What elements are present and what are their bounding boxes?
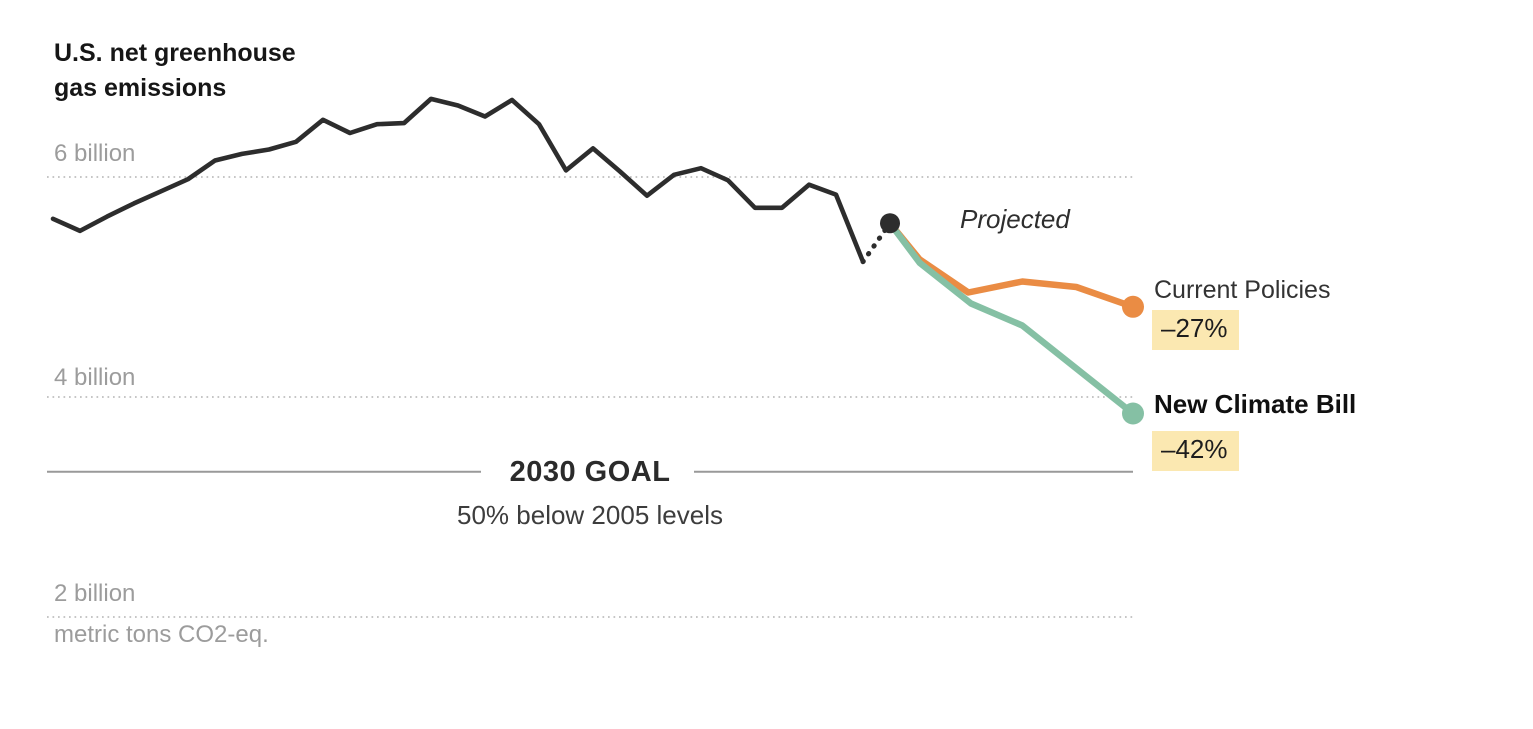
y-axis-label-6-billion: 6 billion (54, 140, 136, 167)
legend-new-climate-bill-badge: –42% (1152, 431, 1239, 471)
y-axis-label-2-billion: 2 billion (54, 580, 136, 607)
historical-emissions-line (50, 96, 866, 265)
goal-label: 2030 GOAL (509, 456, 671, 488)
page-title: U.S. net greenhouse gas emissions (54, 36, 296, 106)
legend-current-policies-badge: –27% (1152, 310, 1239, 350)
new-climate-bill-line (886, 219, 1137, 417)
new-climate-bill-end-dot (1122, 402, 1144, 425)
chart-title-line-1: U.S. net greenhouse (54, 39, 296, 67)
y-axis-unit-label: metric tons CO2-eq. (54, 621, 269, 648)
current-policies-end-dot (1122, 295, 1144, 318)
goal-sublabel: 50% below 2005 levels (457, 500, 723, 530)
legend-current-policies-label: Current Policies (1154, 276, 1331, 304)
chart-title-line-2: gas emissions (54, 74, 227, 102)
y-axis-label-4-billion: 4 billion (54, 364, 136, 391)
projected-annotation: Projected (960, 204, 1070, 234)
legend-new-climate-bill-label: New Climate Bill (1154, 389, 1357, 419)
2021-estimate-connector-end-dot (880, 213, 900, 234)
